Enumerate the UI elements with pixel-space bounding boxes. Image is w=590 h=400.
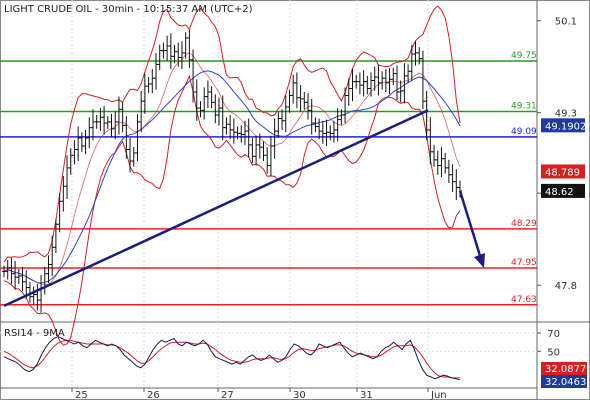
bollinger-upper-band: [3, 5, 461, 263]
chart-title: LIGHT CRUDE OIL - 30min - 10:15:37 AM (U…: [4, 4, 253, 15]
price-bars: [2, 29, 462, 313]
rsi-marker-label: 32.0463: [545, 377, 586, 388]
rsi-ma-line: [3, 339, 460, 379]
moving-average-line: [3, 70, 461, 284]
level-label: 49.75: [511, 51, 537, 61]
rsi-tick-label: 50: [547, 347, 560, 358]
price-marker-box: [541, 118, 585, 133]
level-label: 47.63: [511, 295, 537, 305]
price-marker-label: 48.62: [545, 187, 574, 198]
level-label: 49.09: [511, 127, 537, 137]
price-marker-label: 48.789: [545, 167, 580, 178]
rsi-marker-box: [541, 362, 587, 375]
level-label: 47.95: [511, 258, 537, 268]
bollinger-middle-band: [3, 52, 461, 286]
price-marker-label: 49.1902: [545, 121, 586, 132]
x-tick-label: 30: [293, 390, 306, 400]
x-tick-label: 25: [75, 390, 88, 400]
rsi-line: [3, 336, 461, 381]
rsi-marker-box: [541, 375, 587, 388]
price-marker-box: [541, 183, 585, 198]
level-label: 48.29: [511, 219, 537, 229]
forecast-arrow-shaft: [458, 190, 483, 260]
rsi-title: RSI14 - 9MA: [4, 328, 65, 339]
bollinger-lower-band: [3, 74, 461, 346]
y-tick-label: 47.8: [555, 281, 577, 292]
x-tick-label: Jun: [430, 390, 447, 400]
x-tick-label: 31: [360, 390, 373, 400]
rsi-marker-label: 32.0877: [545, 364, 586, 375]
level-label: 49.31: [511, 102, 537, 112]
x-tick-label: 26: [147, 390, 160, 400]
y-tick-label: 50.1: [555, 17, 577, 28]
x-tick-label: 27: [221, 390, 234, 400]
y-tick-label: 49.3: [555, 109, 577, 120]
price-marker-box: [541, 164, 585, 179]
rsi-tick-label: 70: [547, 329, 560, 340]
trendline: [3, 109, 429, 308]
forecast-arrow-head: [474, 252, 485, 268]
